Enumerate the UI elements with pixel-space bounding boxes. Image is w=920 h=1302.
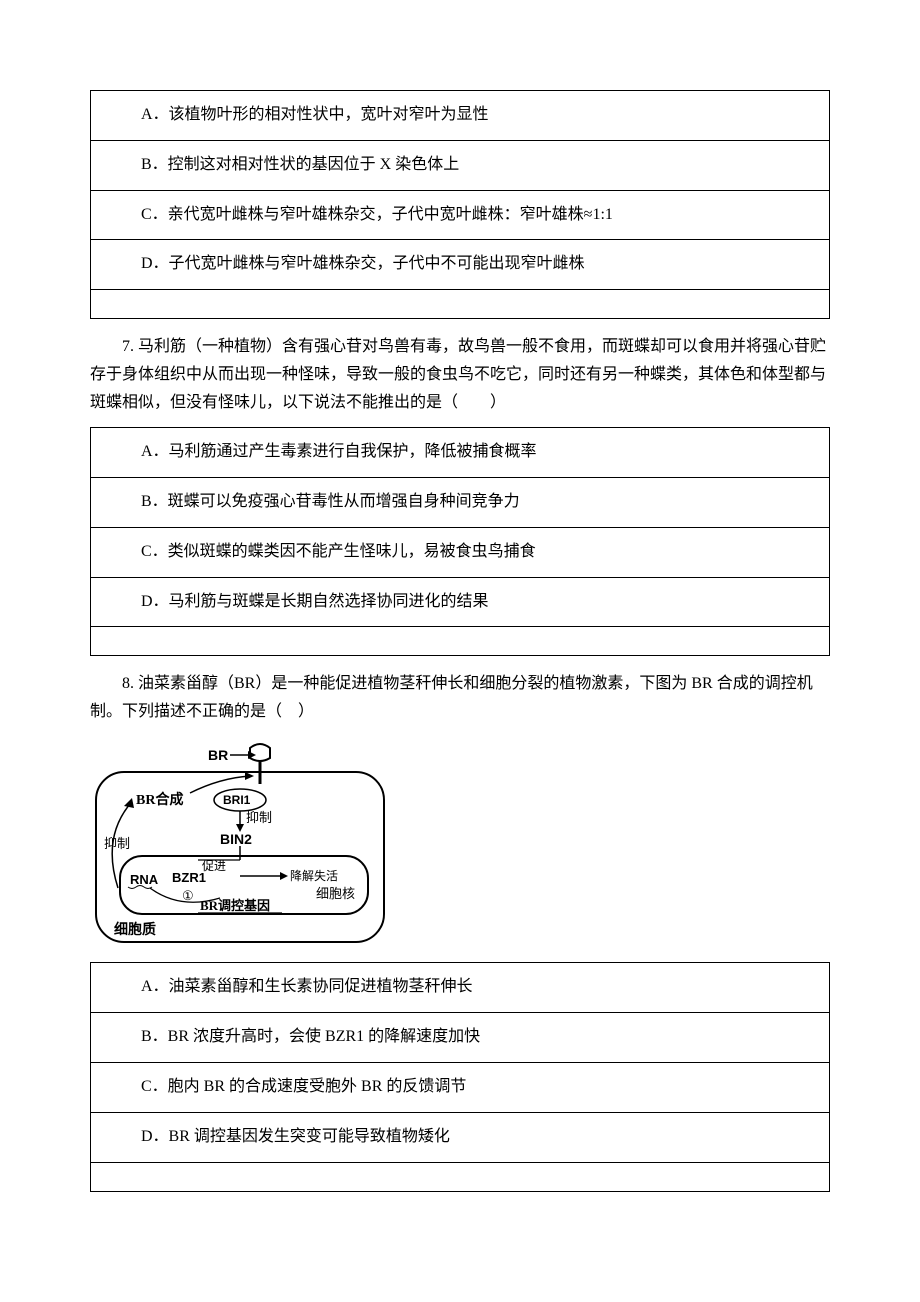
q6-option-a: A．该植物叶形的相对性状中，宽叶对窄叶为显性 [91,91,830,141]
q7-option-c: C．类似斑蝶的蝶类因不能产生怪味儿，易被食虫鸟捕食 [91,527,830,577]
q7-stem: 7. 马利筋（一种植物）含有强心苷对鸟兽有毒，故鸟兽一般不食用，而斑蝶却可以食用… [90,333,830,417]
q6-option-c: C．亲代宽叶雌株与窄叶雄株杂交，子代中宽叶雌株：窄叶雄株≈1:1 [91,190,830,240]
q7-option-b: B．斑蝶可以免疫强心苷毒性从而增强自身种间竞争力 [91,477,830,527]
bzr1-label: BZR1 [172,870,206,885]
document-page: A．该植物叶形的相对性状中，宽叶对窄叶为显性 B．控制这对相对性状的基因位于 X… [0,0,920,1264]
q7-stem-text: 7. 马利筋（一种植物）含有强心苷对鸟兽有毒，故鸟兽一般不食用，而斑蝶却可以食用… [90,338,826,411]
br-gene-label: BR调控基因 [200,898,270,913]
brsyn-arrow-icon [190,776,250,793]
q8-options-table: A．油菜素甾醇和生长素协同促进植物茎秆伸长 B．BR 浓度升高时，会使 BZR1… [90,962,830,1191]
q8-stem: 8. 油菜素甾醇（BR）是一种能促进植物茎秆伸长和细胞分裂的植物激素，下图为 B… [90,670,830,726]
q8-option-c: C．胞内 BR 的合成速度受胞外 BR 的反馈调节 [91,1062,830,1112]
q7-option-a: A．马利筋通过产生毒素进行自我保护，降低被捕食概率 [91,428,830,478]
q8-option-a: A．油菜素甾醇和生长素协同促进植物茎秆伸长 [91,963,830,1013]
cytoplasm-label: 细胞质 [114,921,156,938]
q6-option-b: B．控制这对相对性状的基因位于 X 染色体上 [91,140,830,190]
bin2-label: BIN2 [220,831,252,847]
q6-options-table: A．该植物叶形的相对性状中，宽叶对窄叶为显性 B．控制这对相对性状的基因位于 X… [90,90,830,319]
q6-option-d: D．子代宽叶雌株与窄叶雄株杂交，子代中不可能出现窄叶雌株 [91,240,830,290]
degrade-label: 降解失活 [290,868,338,883]
br-synthesis-label: BR合成 [136,791,183,808]
q8-option-d: D．BR 调控基因发生突变可能导致植物矮化 [91,1112,830,1162]
inhibit-left-label: 抑制 [104,836,130,851]
bri1-label: BRI1 [223,793,251,807]
q7-option-d: D．马利筋与斑蝶是长期自然选择协同进化的结果 [91,577,830,627]
receptor-head-icon [250,744,270,761]
q7-blank-row [91,627,830,656]
degrade-arrowhead-icon [280,872,288,880]
q8-blank-row [91,1162,830,1191]
q8-diagram-svg: BR BR合成 BRI1 抑制 BIN2 抑制 [90,738,390,948]
num1-label: ① [182,888,194,903]
inhibit1-label: 抑制 [246,810,272,825]
q8-stem-text: 8. 油菜素甾醇（BR）是一种能促进植物茎秆伸长和细胞分裂的植物激素，下图为 B… [90,675,813,720]
nucleus-label: 细胞核 [316,886,355,901]
q8-diagram: BR BR合成 BRI1 抑制 BIN2 抑制 [90,738,830,948]
q7-options-table: A．马利筋通过产生毒素进行自我保护，降低被捕食概率 B．斑蝶可以免疫强心苷毒性从… [90,427,830,656]
q8-option-b: B．BR 浓度升高时，会使 BZR1 的降解速度加快 [91,1013,830,1063]
brsyn-arrow-head-icon [245,772,254,780]
br-label: BR [208,747,228,763]
rna-label: RNA [130,872,159,887]
feedback-arrowhead-icon [124,798,134,808]
q6-blank-row [91,290,830,319]
